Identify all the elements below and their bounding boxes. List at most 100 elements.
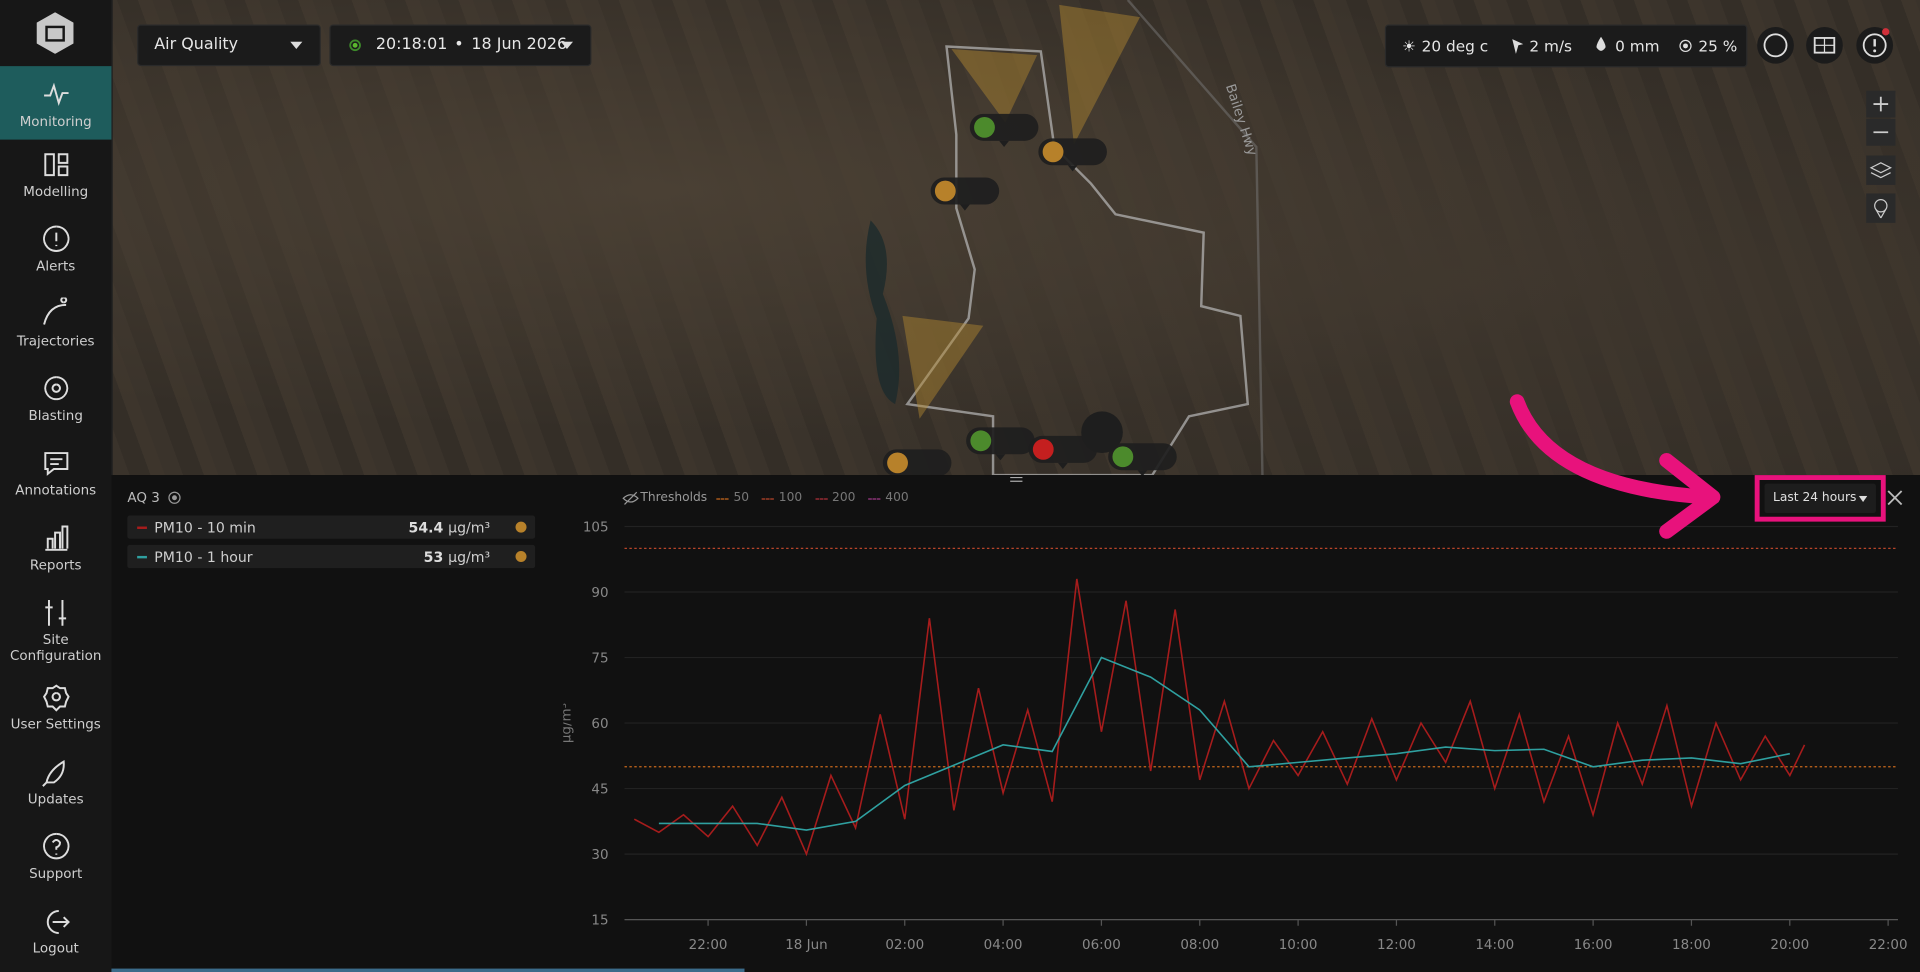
nav-item[interactable]: Modelling — [0, 141, 111, 210]
nav-label: Support — [29, 865, 83, 882]
reading-status — [515, 521, 527, 533]
annotation-arrow — [1509, 394, 1721, 539]
weather-bar: ☀ 20 deg c 2 m/s 0 mm 25 % — [1384, 24, 1748, 68]
live-indicator — [349, 39, 361, 52]
temperature: 20 deg c — [1421, 36, 1489, 56]
nav-item[interactable]: Site Configuration — [0, 589, 111, 664]
sector — [902, 315, 984, 419]
threshold-swatch — [761, 498, 774, 500]
x-tick-label: 02:00 — [885, 938, 924, 953]
marker-pointer — [960, 204, 970, 211]
nav-label: Site Configuration — [10, 631, 102, 664]
layers-button[interactable] — [1866, 155, 1896, 185]
x-tick-label: 06:00 — [1082, 938, 1121, 953]
wind: 2 m/s — [1529, 36, 1573, 56]
water — [865, 220, 900, 405]
rain-icon — [1596, 36, 1606, 51]
series-swatch — [137, 526, 147, 529]
marker-status — [974, 116, 995, 138]
nav-item[interactable]: Annotations — [0, 440, 111, 509]
series-name: PM10 - 10 min — [154, 519, 256, 537]
nav-label: User Settings — [10, 716, 101, 733]
nav-item[interactable]: User Settings — [0, 673, 111, 742]
marker-status — [970, 430, 992, 452]
reading-row: PM10 - 10 min 54.4 µg/m³ — [127, 515, 536, 539]
highlight-box — [1754, 475, 1886, 522]
site-name: AQ 3 — [127, 489, 160, 506]
road-label: Bailey Hwy — [1222, 82, 1259, 158]
nav-item[interactable]: Monitoring — [0, 66, 112, 140]
x-tick-label: 08:00 — [1180, 938, 1219, 953]
series-swatch — [137, 555, 147, 559]
locate-button[interactable] — [1866, 193, 1896, 223]
nav-item[interactable]: Trajectories — [0, 290, 111, 359]
marker-pointer — [1137, 470, 1148, 476]
temp-icon: ☀ — [1402, 36, 1416, 56]
chart-panel: AQ 3 PM10 - 10 min 54.4 µg/m³ PM10 - 1 hour… — [111, 475, 1920, 972]
caret — [1858, 495, 1868, 503]
nav-icon — [41, 760, 65, 787]
cluster[interactable] — [1081, 411, 1123, 454]
nav-item[interactable]: Blasting — [0, 365, 111, 434]
reading-value: 54.4 — [408, 519, 444, 537]
nav-icon — [43, 153, 68, 177]
range-label: Last 24 hours — [1773, 491, 1857, 505]
nav-item[interactable]: Updates — [0, 748, 111, 817]
thresholds-icon[interactable] — [622, 491, 639, 506]
nav-icon — [42, 297, 67, 325]
nav-label: Monitoring — [19, 113, 92, 130]
resize-handle[interactable] — [1008, 475, 1025, 485]
layer-dropdown[interactable]: Air Quality — [137, 24, 321, 67]
nav-icon — [43, 452, 68, 476]
y-tick-label: 60 — [591, 717, 608, 732]
reading-row: PM10 - 1 hour 53 µg/m³ — [127, 544, 536, 569]
time-dropdown[interactable]: 20:18:01 • 18 Jun 2026 — [329, 24, 592, 67]
nav-item[interactable]: Logout — [0, 898, 111, 967]
nav-label: Updates — [27, 791, 84, 807]
swap-button[interactable] — [1757, 26, 1794, 64]
nav-label: Trajectories — [16, 333, 95, 349]
icon-path — [43, 376, 68, 401]
date: 18 Jun 2026 — [471, 35, 568, 54]
y-tick-label: 90 — [591, 586, 608, 601]
logo — [36, 12, 74, 54]
caret — [560, 41, 574, 49]
marker-pointer — [999, 140, 1009, 147]
icon-path — [43, 153, 68, 177]
site-icon — [168, 491, 181, 504]
nav-icon — [44, 600, 66, 626]
nav-item[interactable]: Alerts — [0, 216, 111, 285]
map-tools[interactable] — [1755, 24, 1902, 66]
time: 20:18:01 — [375, 35, 448, 54]
threshold-label: 50 — [733, 491, 750, 505]
nav-icon — [42, 225, 69, 252]
icon-path — [42, 297, 67, 325]
nav-label: Logout — [32, 940, 79, 957]
range-dropdown[interactable]: Last 24 hours — [1764, 483, 1876, 514]
rain: 0 mm — [1615, 36, 1660, 56]
x-tick-label: 14:00 — [1475, 938, 1514, 953]
icon-path — [44, 600, 66, 626]
nav-icon — [43, 82, 68, 106]
site-boundary — [905, 45, 1250, 476]
humidity: 25 % — [1698, 36, 1738, 56]
nav-item[interactable]: Reports — [0, 514, 111, 583]
marker-pointer — [995, 454, 1006, 461]
nav-icon — [42, 684, 70, 712]
x-tick-label: 16:00 — [1574, 938, 1613, 953]
y-tick-label: 105 — [583, 520, 609, 535]
nav-item[interactable]: Support — [0, 823, 111, 892]
icon-path — [42, 225, 69, 252]
sidebar: Monitoring Modelling Alerts Trajectories Bla… — [0, 0, 113, 972]
nav-icon — [46, 910, 70, 935]
marker-status — [1032, 438, 1054, 460]
zoom-controls[interactable] — [1866, 90, 1896, 226]
icon-path — [42, 684, 70, 712]
threshold-label: 100 — [778, 491, 803, 505]
map[interactable]: Bailey Hwy AQ 231.5AQ 354.4AQ 472AQ 513.… — [111, 0, 1920, 476]
close-button[interactable] — [1887, 490, 1903, 506]
threshold-label: 200 — [832, 491, 856, 505]
reading-value: 53 — [423, 548, 444, 566]
